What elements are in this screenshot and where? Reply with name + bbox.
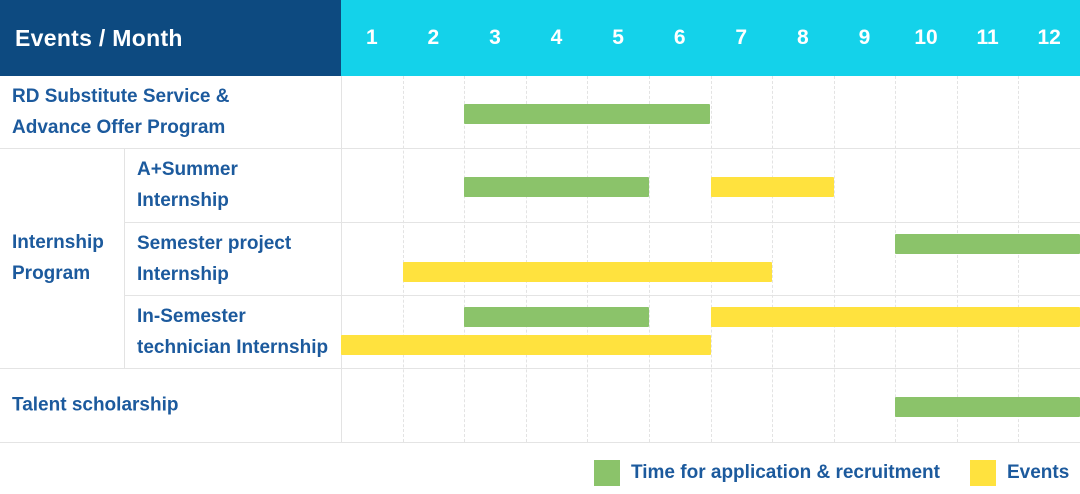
row-label: Talent scholarship [12,390,178,421]
label-line: Internship [137,263,229,285]
month-tick-label: 2 [427,26,440,49]
month-tick-label: 8 [796,26,809,49]
gantt-bar-event [402,261,773,282]
group-label-internship-program: Internship Program [12,227,104,289]
month-gridline [895,76,897,442]
month-tick-label: 5 [612,26,624,49]
row-label: RD Substitute Service & Advance Offer Pro… [12,81,230,143]
row-border [0,148,1080,149]
gantt-bar-event [341,334,711,355]
recruitment-swatch-icon [594,460,620,486]
gantt-bar-event [710,306,1080,327]
month-gridline [1018,76,1020,442]
row-label: Semester project Internship [137,228,291,290]
label-line: Advance Offer Program [12,117,226,138]
label-line: Semester project [137,232,292,254]
gantt-bar-event [710,177,834,197]
month-tick-label: 11 [976,26,999,49]
events-swatch-icon [969,460,996,486]
label-column-divider [341,76,342,442]
month-tick-label: 1 [365,26,378,49]
label-line: A+Summer [137,159,238,180]
month-tick-label: 9 [858,26,871,49]
gantt-bar-recruitment [464,177,649,197]
legend-label-events: Events [1006,462,1070,483]
month-tick-label: 3 [489,26,501,49]
row-label: In-Semester technician Internship [137,301,328,363]
row-border [124,222,1080,223]
label-line: technician Internship [137,336,329,358]
month-gridline [772,76,774,442]
legend-label-recruitment: Time for application & recruitment [631,462,940,483]
legend: Time for application & recruitment Event… [594,460,1069,486]
month-gridline [710,76,712,442]
row-border [124,295,1080,296]
label-line: Internship [12,232,104,253]
month-tick-label: 12 [1037,26,1061,49]
month-gridline [956,76,958,442]
month-gridline [464,76,466,442]
month-gridline [402,76,404,442]
row-border [0,368,1080,369]
label-line: Talent scholarship [12,394,179,416]
chart-body: Internship Program RD Substitute Service &… [0,76,1080,443]
gantt-bar-recruitment [895,233,1080,254]
month-gridline [833,76,835,442]
month-gridline [587,76,589,442]
row-border [0,442,1080,443]
month-axis-header: 1 2 3 4 5 6 7 8 9 10 11 12 [341,0,1080,76]
month-gridline [648,76,650,442]
label-line: Program [12,263,91,284]
group-column-divider [124,148,125,368]
month-tick-label: 4 [550,26,563,49]
month-gridline [525,76,527,442]
month-tick-label: 7 [735,26,748,49]
month-tick-label: 6 [673,26,686,49]
label-line: Internship [137,190,229,211]
label-line: RD Substitute Service & [12,86,230,107]
month-tick-label: 10 [914,26,938,49]
gantt-bar-recruitment [464,306,649,327]
label-line: In-Semester [137,305,246,327]
gantt-bar-recruitment [895,397,1080,417]
chart-title: Events / Month [15,24,183,51]
gantt-bar-recruitment [464,104,711,124]
row-label: A+Summer Internship [137,154,238,216]
events-month-header-cell: Events / Month [0,0,341,76]
